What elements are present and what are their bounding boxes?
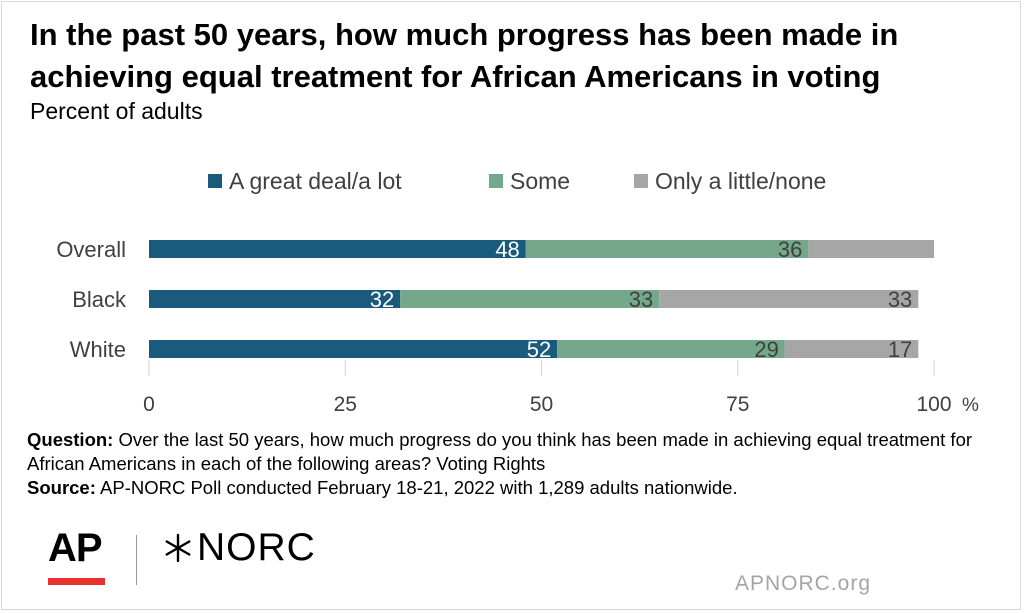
legend-swatch-2 xyxy=(634,174,648,188)
category-label-1: Black xyxy=(72,287,127,312)
website-link[interactable]: APNORC.org xyxy=(735,572,872,595)
bar-segment-0-2 xyxy=(808,240,934,258)
bar-segment-1-0 xyxy=(149,290,401,308)
data-label-1-1: 33 xyxy=(629,287,653,312)
bar-segment-2-0 xyxy=(149,340,558,358)
data-label-1-0: 32 xyxy=(370,287,394,312)
bar-segment-1-2 xyxy=(659,290,919,308)
x-tick-label-1: 25 xyxy=(334,393,357,416)
legend-label-0: A great deal/a lot xyxy=(229,168,402,194)
data-label-2-2: 17 xyxy=(888,337,912,362)
source-note: Source: AP-NORC Poll conducted February … xyxy=(27,476,1007,500)
chart-subtitle: Percent of adults xyxy=(30,98,203,124)
x-tick-label-3: 75 xyxy=(726,393,749,416)
question-text: Over the last 50 years, how much progres… xyxy=(27,429,973,474)
x-tick-label-2: 50 xyxy=(530,393,553,416)
chart-notes: Question: Over the last 50 years, how mu… xyxy=(27,428,1007,500)
data-label-1-2: 33 xyxy=(888,287,912,312)
x-axis: 0 25 50 75 100% xyxy=(143,360,979,416)
data-label-0-1: 36 xyxy=(778,237,802,262)
legend-swatch-1 xyxy=(489,174,503,188)
x-tick-label-0: 0 xyxy=(143,393,155,416)
data-label-0-0: 48 xyxy=(495,237,519,262)
norc-logo-text: NORC xyxy=(197,526,316,569)
bar-segment-2-2 xyxy=(784,340,919,358)
ap-logo-underline xyxy=(48,578,105,585)
chart-title: In the past 50 years, how much progress … xyxy=(30,17,899,94)
x-unit-label: % xyxy=(962,395,979,416)
source-label: Source: xyxy=(27,477,96,498)
bar-segment-1-1 xyxy=(400,290,660,308)
category-label-2: White xyxy=(70,337,126,362)
ap-logo: AP xyxy=(48,526,103,570)
norc-logo: NORC xyxy=(163,528,316,568)
legend-label-1: Some xyxy=(510,168,570,194)
legend-swatch-0 xyxy=(208,174,222,188)
stacked-bar-chart: A great deal/a lot Some Only a little/none… xyxy=(56,168,979,416)
data-label-2-0: 52 xyxy=(527,337,551,362)
data-label-2-1: 29 xyxy=(754,337,778,362)
x-tick-label-4: 100 xyxy=(916,393,951,416)
category-label-0: Overall xyxy=(56,237,126,262)
question-label: Question: xyxy=(27,429,114,450)
chart-legend: A great deal/a lot Some Only a little/none xyxy=(208,168,826,194)
question-note: Question: Over the last 50 years, how mu… xyxy=(27,428,1007,476)
bar-segment-0-1 xyxy=(525,240,809,258)
bar-segment-2-1 xyxy=(557,340,785,358)
chart-bars: Overall 48 36 Black 32 33 33 White 52 29 17 xyxy=(56,237,934,362)
source-text: AP-NORC Poll conducted February 18-21, 2… xyxy=(100,477,738,498)
legend-label-2: Only a little/none xyxy=(655,168,826,194)
logo-divider xyxy=(136,535,137,585)
asterisk-star-icon xyxy=(165,533,191,563)
bar-segment-0-0 xyxy=(149,240,526,258)
